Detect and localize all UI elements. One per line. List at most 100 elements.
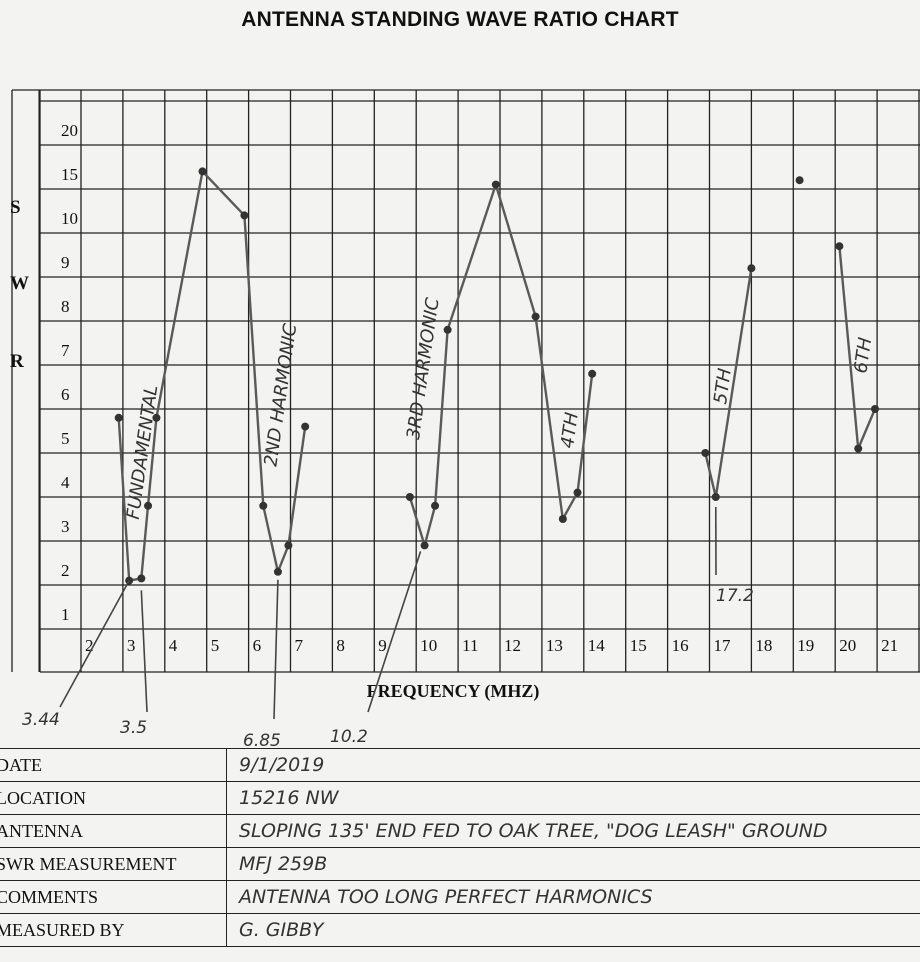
y-axis-label-letter: R — [10, 351, 24, 372]
info-row-comments: COMMENTS ANTENNA TOO LONG PERFECT HARMON… — [0, 880, 920, 914]
x-tick-label: 8 — [336, 636, 345, 655]
date-value: 9/1/2019 — [226, 748, 920, 782]
info-row-date: DATE 9/1/2019 — [0, 748, 920, 782]
y-tick-label: 10 — [61, 209, 78, 228]
y-tick-label: 1 — [61, 605, 70, 624]
swr-measurement-label: SWR MEASUREMENT — [0, 847, 227, 881]
data-point — [273, 567, 282, 576]
x-tick-label: 16 — [672, 636, 689, 655]
y-axis-label-letter: S — [10, 197, 21, 218]
data-point — [871, 405, 880, 413]
y-tick-label: 15 — [61, 165, 78, 184]
x-tick-label: 18 — [755, 636, 772, 655]
x-tick-label: 17 — [714, 636, 732, 655]
info-row-measured-by: MEASURED BY G. GIBBY — [0, 913, 920, 947]
series-group — [114, 167, 880, 585]
x-tick-label: 10 — [420, 636, 437, 655]
data-point — [284, 541, 293, 550]
harmonic-annotation: FUNDAMENTAL — [123, 384, 163, 521]
location-value: 15216 NW — [226, 781, 920, 815]
data-point — [795, 176, 804, 185]
y-tick-label: 6 — [61, 385, 70, 404]
x-tick-label: 15 — [630, 636, 647, 655]
x-tick-label: 14 — [588, 636, 606, 655]
data-point — [491, 180, 500, 189]
chart-grid — [11, 89, 920, 673]
data-point — [431, 501, 440, 510]
x-tick-label: 21 — [881, 636, 898, 655]
data-point — [152, 413, 161, 422]
y-axis-label: S W R — [10, 197, 29, 372]
x-tick-label: 9 — [378, 636, 387, 655]
x-tick-label: 12 — [504, 636, 521, 655]
data-point — [443, 325, 452, 334]
x-tick-label: 11 — [462, 636, 478, 655]
x-tick-label: 7 — [295, 636, 304, 655]
frequency-callouts: 3.44 3.5 6.85 10.2 17.2 — [22, 506, 754, 748]
data-point — [573, 488, 582, 497]
frequency-callout: 3.44 — [22, 710, 60, 730]
y-tick-label: 7 — [61, 341, 70, 360]
x-tick-label: 3 — [127, 636, 135, 655]
data-point — [854, 444, 863, 453]
callout-arrow — [367, 551, 422, 713]
frequency-callout: 3.5 — [120, 718, 147, 738]
y-tick-label: 5 — [61, 429, 70, 448]
data-point — [259, 501, 268, 510]
x-tick-label: 5 — [211, 636, 220, 655]
chart-title: ANTENNA STANDING WAVE RATIO CHART — [241, 8, 679, 31]
x-tick-label: 20 — [839, 636, 856, 655]
swr-measurement-value: MFJ 259B — [226, 847, 920, 881]
measured-by-label: MEASURED BY — [0, 913, 227, 947]
y-tick-label: 20 — [61, 121, 78, 140]
callout-arrow — [273, 579, 279, 720]
info-row-location: LOCATION 15216 NW — [0, 781, 920, 815]
x-tick-label: 6 — [253, 636, 262, 655]
harmonic-annotation: 2ND HARMONIC — [260, 322, 301, 468]
harmonic-annotation: 4TH — [557, 410, 583, 449]
info-row-swr-measurement: SWR MEASUREMENT MFJ 259B — [0, 847, 920, 881]
x-tick-label: 19 — [797, 636, 814, 655]
x-tick-label: 4 — [169, 636, 178, 655]
callout-arrow — [140, 590, 148, 713]
y-tick-labels: 1 2 3 4 5 6 7 8 9 10 15 20 — [61, 121, 78, 624]
harmonic-annotation: 5TH — [710, 366, 736, 405]
data-point — [588, 369, 597, 378]
y-tick-label: 9 — [61, 253, 70, 272]
antenna-label: ANTENNA — [0, 814, 227, 848]
x-tick-labels: 2 3 4 5 6 7 8 9 10 11 12 13 14 15 16 17 18 19 20 21 — [85, 636, 898, 655]
data-point — [144, 501, 153, 510]
y-tick-label: 3 — [61, 517, 70, 536]
y-tick-label: 8 — [61, 297, 70, 316]
data-point — [301, 422, 310, 431]
data-point — [747, 264, 756, 273]
comments-label: COMMENTS — [0, 880, 227, 914]
info-table: DATE 9/1/2019 LOCATION 15216 NW ANTENNA … — [0, 748, 920, 947]
data-point — [420, 541, 429, 550]
callout-arrow — [59, 580, 130, 708]
x-tick-label: 13 — [546, 636, 563, 655]
data-point — [137, 574, 146, 583]
date-label: DATE — [0, 748, 227, 782]
harmonic-annotation: 6TH — [850, 336, 876, 375]
data-point — [240, 211, 249, 220]
measured-by-value: G. GIBBY — [226, 913, 920, 947]
x-axis-label: FREQUENCY (MHZ) — [367, 681, 540, 702]
data-point — [198, 167, 207, 176]
y-tick-label: 2 — [61, 561, 70, 580]
comments-value: ANTENNA TOO LONG PERFECT HARMONICS — [226, 880, 920, 914]
data-point — [701, 449, 710, 457]
data-point — [405, 493, 414, 501]
data-point — [558, 515, 567, 523]
data-point — [835, 242, 844, 251]
antenna-value: SLOPING 135' END FED TO OAK TREE, "DOG L… — [226, 814, 920, 848]
y-axis-label-letter: W — [10, 273, 29, 294]
frequency-callout: 17.2 — [716, 586, 754, 606]
location-label: LOCATION — [0, 781, 227, 815]
data-point — [531, 312, 540, 321]
frequency-callout: 10.2 — [330, 727, 368, 747]
data-point — [114, 413, 123, 422]
data-point — [711, 493, 720, 501]
harmonic-annotation: 3RD HARMONIC — [403, 296, 444, 441]
